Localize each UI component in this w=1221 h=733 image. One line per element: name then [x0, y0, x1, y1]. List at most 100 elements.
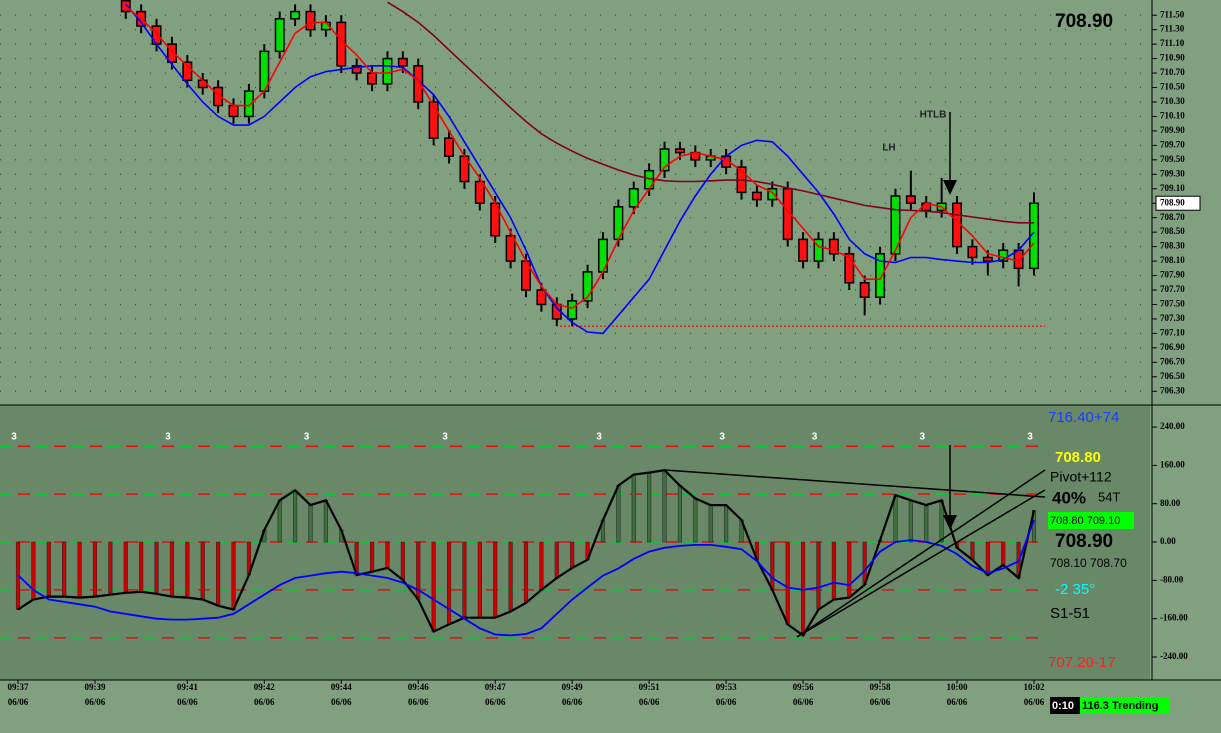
candle-body [351, 65, 362, 74]
arrowhead [943, 515, 957, 530]
signal-marker: 3 [812, 432, 818, 443]
histogram-bar [677, 485, 682, 543]
x-tick-label: 09:39 [84, 682, 105, 692]
x-tick-label: 09:44 [331, 682, 352, 692]
histogram-bar [1001, 541, 1006, 566]
histogram-bar [154, 541, 159, 595]
y-tick-label: 706.70 [1160, 356, 1185, 366]
x-date-label: 06/06 [562, 697, 583, 707]
candle-body [274, 18, 285, 53]
histogram-bar [431, 541, 436, 632]
y-tick-label: 706.90 [1160, 342, 1185, 352]
oscillator-line [17, 469, 1036, 637]
histogram-bar [216, 541, 221, 606]
y-tick-label: 710.50 [1160, 82, 1185, 92]
y-tick-label: 710.30 [1160, 96, 1185, 106]
x-tick-label: 09:46 [408, 682, 429, 692]
histogram-bar [908, 500, 913, 543]
annotation-lh: LH [882, 143, 895, 154]
histogram-bar [108, 541, 113, 595]
candle-body [428, 101, 439, 139]
x-tick-label: 09:56 [793, 682, 814, 692]
trendline [796, 489, 1046, 638]
candle-body [844, 253, 855, 284]
y-tick-label: 707.50 [1160, 299, 1185, 309]
histogram-bar [693, 498, 698, 543]
y-tick-label: -160.00 [1160, 613, 1188, 623]
signal-line [17, 519, 1035, 637]
x-tick-label: 09:42 [254, 682, 275, 692]
y-tick-label: 0.00 [1160, 536, 1176, 546]
candle-body [305, 10, 316, 31]
histogram-bar [77, 541, 82, 598]
y-tick-label: -240.00 [1160, 651, 1188, 661]
signal-marker: 3 [919, 432, 925, 443]
status-state: 116.3 Trending [1082, 700, 1158, 712]
x-date-label: 06/06 [177, 697, 198, 707]
x-date-label: 06/06 [331, 697, 352, 707]
histogram-bar [446, 541, 452, 625]
x-date-label: 06/06 [485, 697, 506, 707]
x-tick-label: 10:00 [947, 682, 968, 692]
x-tick-label: 09:37 [8, 682, 29, 692]
histogram-bar [831, 541, 836, 600]
readout: 716.40+74 [1048, 409, 1119, 426]
x-tick-label: 09:49 [562, 682, 583, 692]
x-tick-label: 09:58 [870, 682, 891, 692]
y-tick-label: 709.10 [1160, 183, 1185, 193]
grid [0, 14, 1150, 639]
candle-body [290, 10, 301, 20]
readout: 708.90 [1055, 531, 1113, 552]
histogram-bar [169, 541, 174, 597]
readout: 707.20-17 [1048, 654, 1116, 671]
annotation-htlb: HTLB [920, 110, 947, 121]
y-tick-label: 80.00 [1160, 498, 1181, 508]
histogram-bar [46, 541, 51, 597]
candle-body [674, 148, 685, 154]
y-tick-label: 707.90 [1160, 270, 1185, 280]
y-tick-label: 709.90 [1160, 125, 1185, 135]
candle-body [228, 104, 239, 118]
y-tick-label: 708.50 [1160, 226, 1185, 236]
histogram-bar [554, 541, 559, 579]
readout: 40% [1052, 488, 1086, 507]
candle-body [166, 43, 177, 63]
y-tick-label: 710.10 [1160, 111, 1185, 121]
last-price-heading: 708.90 [1055, 11, 1113, 32]
y-tick-label: 709.70 [1160, 139, 1185, 149]
y-tick-label: 160.00 [1160, 459, 1185, 469]
candle-body [813, 238, 824, 262]
histogram-bar [231, 541, 236, 610]
histogram-bar [523, 541, 529, 604]
histogram-bar [970, 541, 975, 560]
candle-body [751, 191, 762, 201]
candle-body [474, 180, 485, 204]
y-tick-label: 707.30 [1160, 313, 1185, 323]
candle-body [536, 289, 547, 306]
candle-body [767, 188, 778, 201]
candle-body [628, 188, 639, 208]
readout: 54T [1098, 489, 1120, 504]
status-box [1080, 697, 1170, 714]
candle-body [367, 72, 378, 85]
candle-body [875, 253, 886, 298]
y-tick-label: 711.50 [1160, 9, 1185, 19]
readout: -2 35° [1055, 581, 1095, 598]
y-tick-label: 240.00 [1160, 421, 1185, 431]
x-tick-label: 10:02 [1024, 682, 1045, 692]
histogram-bar [647, 472, 652, 543]
y-tick-label: 707.10 [1160, 327, 1185, 337]
candle-body [151, 25, 162, 45]
histogram-bar [493, 541, 498, 618]
histogram-bar [62, 541, 67, 597]
x-date-label: 06/06 [408, 697, 429, 707]
candle-body [798, 238, 809, 262]
candle-body [567, 300, 578, 320]
candle-body [1013, 249, 1024, 270]
y-tick-label: 706.30 [1160, 385, 1185, 395]
price-tag-label: 708.90 [1160, 197, 1185, 207]
price-tag [1155, 195, 1201, 211]
trendline [664, 469, 1046, 498]
histogram-bar [293, 490, 298, 543]
